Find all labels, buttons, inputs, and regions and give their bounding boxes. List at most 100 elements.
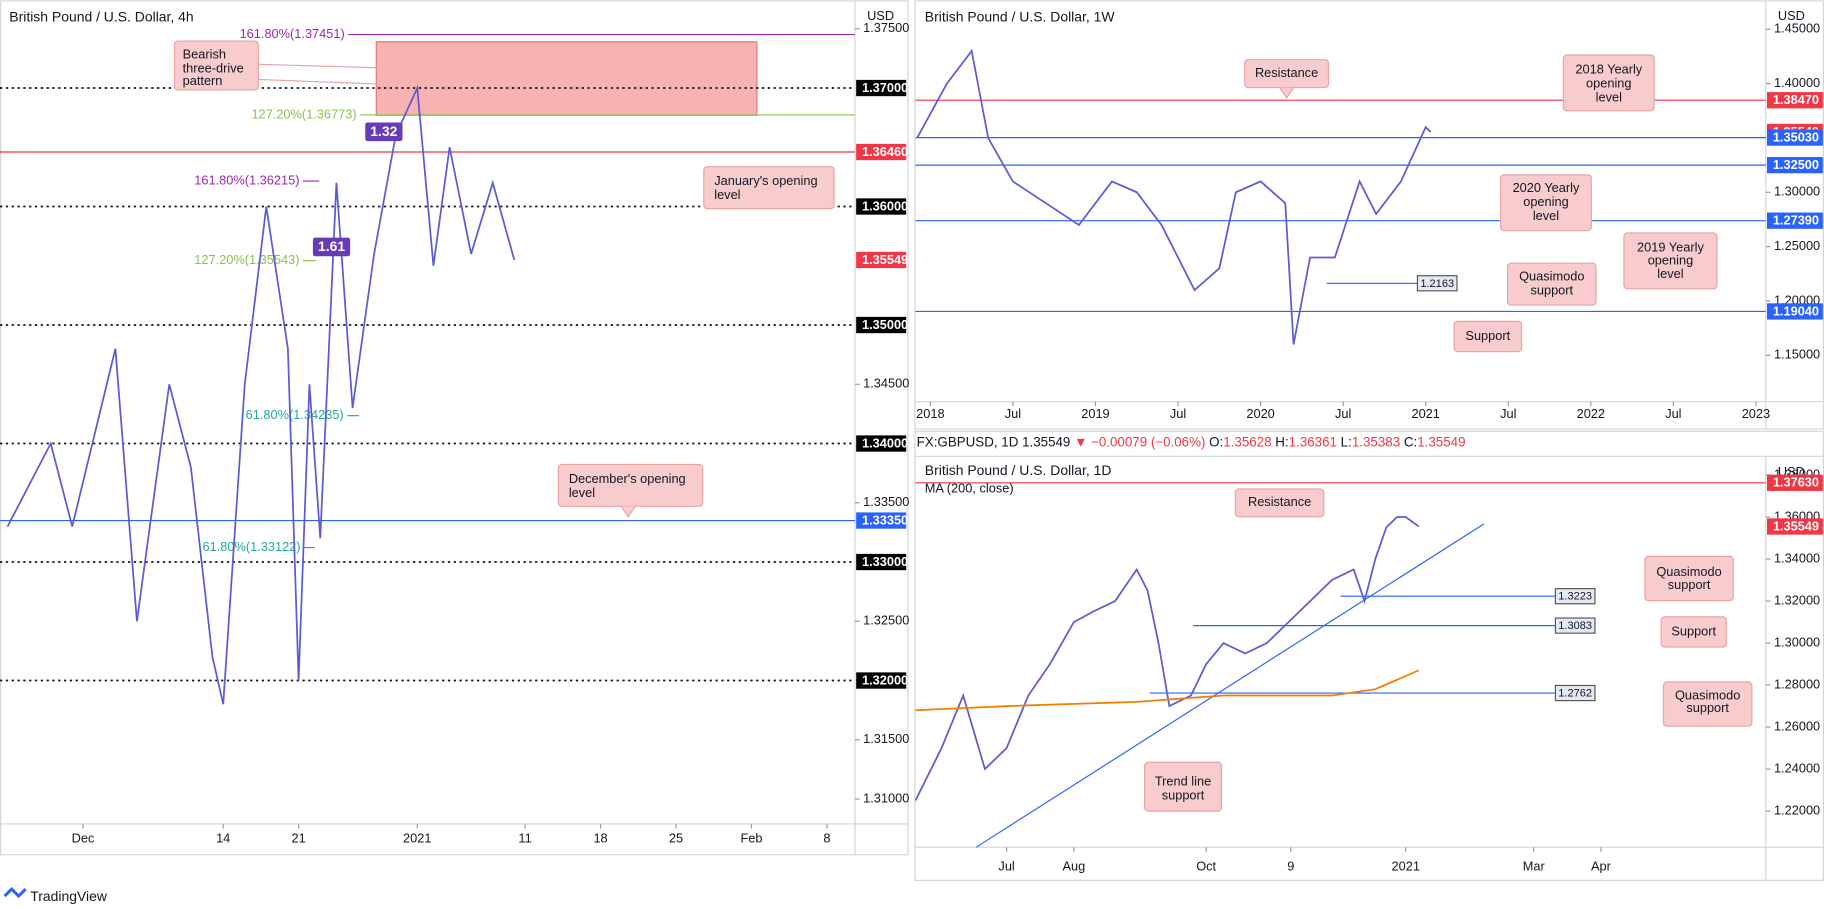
y-tick-label: 1.28000 — [1774, 676, 1820, 691]
callout-text: support — [1162, 787, 1205, 802]
callout-text: 2018 Yearly — [1575, 61, 1642, 76]
callout — [1562, 54, 1655, 112]
y-tick-label: 1.45000 — [1774, 21, 1820, 36]
price-tag-label: 1.37000 — [862, 80, 908, 95]
callout-text: Support — [1671, 623, 1716, 638]
callout-text: 2020 Yearly — [1513, 180, 1580, 195]
callout — [1660, 616, 1727, 648]
callout-pointer — [620, 506, 636, 518]
brand-logo — [3, 887, 27, 899]
price-tag — [856, 435, 907, 452]
price-tag-label: 1.35549 — [1773, 518, 1819, 533]
callout — [1623, 232, 1718, 290]
level-tag-label: 1.3223 — [1558, 591, 1592, 603]
x-tick-label: 21 — [292, 830, 306, 845]
callout-text: level — [569, 485, 595, 500]
x-tick-label: Aug — [1062, 858, 1085, 873]
price-tag-label: 1.36000 — [862, 198, 908, 213]
price-tag — [856, 143, 907, 161]
callout-text: support — [1686, 700, 1729, 715]
x-tick-label: Jul — [1170, 406, 1186, 421]
y-tick-label: 1.34500 — [863, 376, 909, 391]
callout-pointer — [258, 78, 379, 85]
x-tick-label: 2020 — [1246, 406, 1274, 421]
y-tick-label: 1.30000 — [1774, 184, 1820, 199]
callout-text: level — [1533, 208, 1559, 223]
x-tick-label: 14 — [216, 830, 230, 845]
arrow: ▼ — [1074, 434, 1087, 449]
price-tag-label: 1.35030 — [1773, 130, 1819, 145]
callout-text: pattern — [183, 73, 223, 88]
callout-text: Resistance — [1255, 65, 1318, 80]
callout-text: support — [1530, 283, 1573, 298]
callout-text: Support — [1465, 328, 1510, 343]
currency-label: USD — [867, 8, 894, 23]
change: −0.00079 (−0.06%) — [1091, 434, 1205, 449]
chart-title: British Pound / U.S. Dollar, 1W — [925, 8, 1116, 24]
price-tag-label: 1.27390 — [1773, 213, 1819, 228]
x-tick-label: 18 — [593, 830, 607, 845]
y-tick-label: 1.32000 — [1774, 592, 1820, 607]
chart-title: British Pound / U.S. Dollar, 1D — [925, 462, 1112, 478]
x-tick-label: Jul — [1665, 406, 1681, 421]
price-tag — [856, 251, 907, 269]
callout — [1644, 555, 1734, 602]
price-tag-label: 1.35000 — [862, 317, 908, 332]
price-line — [915, 669, 1420, 712]
callout-text: level — [1657, 266, 1683, 281]
x-tick-label: Jul — [1500, 406, 1516, 421]
x-tick-label: Mar — [1523, 858, 1546, 873]
level-tag — [1554, 684, 1596, 702]
level-tag — [1554, 617, 1596, 634]
x-tick-label: Apr — [1591, 858, 1612, 873]
price-tag-label: 1.32000 — [862, 672, 908, 687]
x-tick-label: 9 — [1287, 858, 1294, 873]
callout — [1662, 681, 1753, 727]
indicator-label: MA (200, close) — [925, 480, 1014, 495]
price-tag — [1767, 518, 1823, 535]
brand: TradingView — [30, 888, 108, 904]
ohlc-label: O: — [1209, 434, 1223, 449]
fib-label: 61.80%(1.34235) — [246, 407, 344, 422]
trend-line — [975, 523, 1485, 848]
level-tag-label: 1.3083 — [1558, 620, 1592, 632]
price-tag — [1767, 156, 1823, 174]
ohlc-label: H: — [1275, 434, 1288, 449]
callout-text: three-drive — [183, 60, 244, 75]
price-tag-label: 1.38470 — [1773, 92, 1819, 107]
x-tick-label: 2021 — [403, 830, 431, 845]
price-tag — [856, 198, 907, 215]
fib-label: 161.80%(1.36215) — [194, 172, 299, 187]
price: 1.35549 — [1022, 434, 1070, 449]
callout — [1234, 488, 1325, 518]
price-tag-label: 1.34000 — [862, 435, 908, 450]
x-tick-label: Jul — [1335, 406, 1351, 421]
x-tick-label: Oct — [1196, 858, 1216, 873]
y-tick-label: 1.31000 — [863, 790, 909, 805]
x-tick-label: Feb — [740, 830, 762, 845]
price-tag — [1767, 212, 1823, 229]
callout-text: 2019 Yearly — [1637, 239, 1704, 254]
price-tag — [856, 512, 907, 529]
ohlc-value: 1.36361 — [1289, 434, 1337, 449]
callout-text: January's opening — [714, 173, 817, 188]
symbol: FX:GBPUSD, 1D — [917, 434, 1019, 449]
callout-pointer — [1279, 87, 1295, 100]
price-tag — [1767, 303, 1823, 320]
ratio-text: 1.61 — [318, 238, 345, 254]
marks: USD1.375001.345001.335001.325001.315001.… — [0, 8, 1823, 873]
y-tick-label: 1.30000 — [1774, 634, 1820, 649]
ohlc-value: 1.35383 — [1352, 434, 1400, 449]
price-tag-label: 1.35549 — [862, 252, 908, 267]
y-tick-label: 1.22000 — [1774, 802, 1820, 817]
price-tag — [1767, 92, 1823, 109]
level-tag-label: 1.2163 — [1420, 278, 1454, 290]
symbol-header: FX:GBPUSD, 1D 1.35549 ▼ −0.00079 (−0.06%… — [917, 434, 1466, 449]
price-tag-label: 1.33000 — [862, 554, 908, 569]
y-tick-label: 1.34000 — [1774, 550, 1820, 565]
callout — [1507, 262, 1597, 306]
ratio-badge — [365, 122, 403, 142]
ratio-badge — [312, 237, 351, 257]
